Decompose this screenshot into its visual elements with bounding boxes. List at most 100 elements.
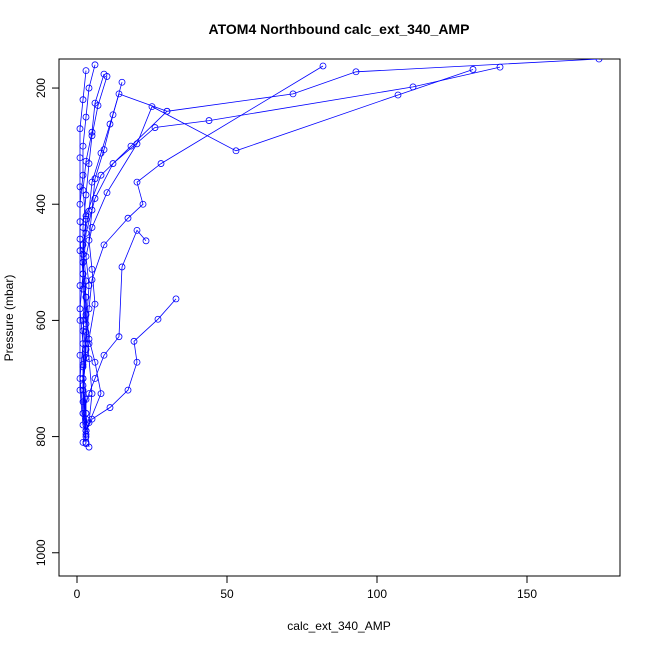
series-5-point-4	[100, 351, 108, 359]
series-9-point-0	[82, 67, 90, 75]
series-7-point-4	[82, 191, 90, 199]
series-5-point-1	[133, 226, 141, 234]
series-11-point-9	[91, 358, 99, 366]
series-6-point-1	[115, 90, 123, 98]
series-8-point-0	[91, 61, 99, 69]
series-7-point-7	[82, 293, 90, 301]
series-11-point-7	[91, 300, 99, 308]
series-0-point-2	[289, 90, 297, 98]
series-5-point-3	[115, 333, 123, 341]
series-1-point-2	[205, 117, 213, 124]
series-4-point-3	[133, 358, 141, 366]
series-9-point-11	[79, 421, 87, 429]
series-1-point-4	[109, 160, 117, 167]
series-6-point-0	[163, 107, 171, 115]
series-1-point-0	[496, 63, 504, 71]
series-11-line	[85, 82, 123, 431]
series-11-point-1	[109, 111, 117, 119]
series-3-point-1	[157, 160, 165, 167]
series-7-point-10	[82, 396, 90, 403]
series-3-point-7	[85, 305, 93, 313]
series-10-point-10	[88, 390, 96, 397]
series-10-point-5	[82, 215, 90, 223]
series-3-point-4	[124, 214, 132, 222]
series-4-point-5	[106, 404, 114, 411]
series-11-point-4	[88, 206, 96, 214]
series-10-point-2	[88, 128, 96, 136]
series-1-point-8	[82, 311, 90, 318]
series-10-point-1	[91, 99, 99, 107]
series-11-point-6	[88, 265, 96, 273]
series-10-point-4	[79, 186, 87, 194]
x-axis: 0 50 100 150	[74, 575, 537, 601]
y-axis: 200 400 600 800 1000	[34, 78, 60, 566]
series-9-point-2	[76, 125, 84, 133]
x-tick-label-2: 100	[367, 587, 387, 601]
series-9	[76, 67, 90, 429]
series-8-point-12	[82, 440, 90, 447]
series-2-point-6	[88, 224, 96, 231]
series-11-point-11	[82, 427, 90, 435]
series-0-point-4	[127, 142, 135, 150]
series-2-point-4	[133, 140, 141, 148]
series-8-point-1	[85, 84, 93, 92]
series-11-point-10	[97, 390, 105, 397]
series-3-point-0	[319, 62, 327, 70]
series-11-point-2	[100, 146, 108, 154]
series-2-point-0	[469, 66, 477, 73]
series-3-point-2	[133, 178, 141, 186]
x-tick-label-1: 50	[220, 587, 234, 601]
series-11-point-5	[85, 236, 93, 244]
series-10-point-11	[85, 419, 93, 427]
series-layer	[76, 59, 603, 451]
series-0-point-0	[595, 59, 603, 63]
series-10-point-6	[79, 250, 87, 258]
series-9-point-10	[76, 386, 84, 394]
x-tick-label-3: 150	[517, 587, 537, 601]
series-4-point-0	[172, 295, 180, 303]
series-7-line	[82, 76, 108, 435]
series-4-point-1	[154, 315, 162, 323]
series-3-point-3	[139, 200, 147, 208]
series-2-point-2	[232, 147, 240, 155]
y-tick-label-4: 1000	[34, 539, 48, 566]
series-11	[82, 78, 126, 435]
series-10-line	[82, 73, 105, 423]
series-2-point-5	[103, 189, 111, 197]
series-10-point-0	[100, 70, 108, 78]
series-4-point-2	[130, 337, 138, 345]
series-0-point-1	[352, 68, 360, 76]
series-1-point-5	[91, 195, 99, 202]
x-tick-label-0: 0	[74, 587, 81, 601]
series-9-point-8	[76, 317, 84, 324]
series-11-point-8	[85, 335, 93, 343]
series-7-point-11	[82, 430, 90, 438]
series-10-point-3	[82, 157, 90, 165]
series-2-point-1	[394, 91, 402, 99]
y-tick-label-2: 600	[34, 310, 48, 330]
chart-title: ATOM4 Northbound calc_ext_340_AMP	[209, 21, 470, 37]
series-5-point-0	[142, 237, 150, 245]
series-9-point-5	[76, 218, 84, 226]
series-10-point-7	[79, 285, 87, 293]
series-9-line	[79, 70, 87, 426]
y-tick-label-0: 200	[34, 78, 48, 98]
series-8-point-11	[79, 409, 87, 417]
x-axis-label: calc_ext_340_AMP	[287, 619, 390, 633]
series-4-point-4	[124, 386, 132, 394]
series-10	[79, 70, 108, 427]
series-10-point-8	[82, 320, 90, 328]
series-11-point-3	[91, 175, 99, 183]
plot-area	[76, 59, 603, 451]
series-1-point-3	[151, 124, 159, 131]
y-axis-label: Pressure (mbar)	[2, 275, 16, 362]
series-3-point-5	[100, 241, 108, 249]
y-tick-label-3: 800	[34, 426, 48, 446]
series-11-point-0	[118, 78, 126, 86]
y-tick-label-1: 400	[34, 194, 48, 214]
series-0-point-5	[97, 171, 105, 179]
series-8-point-2	[82, 113, 90, 121]
series-10-point-9	[85, 355, 93, 363]
